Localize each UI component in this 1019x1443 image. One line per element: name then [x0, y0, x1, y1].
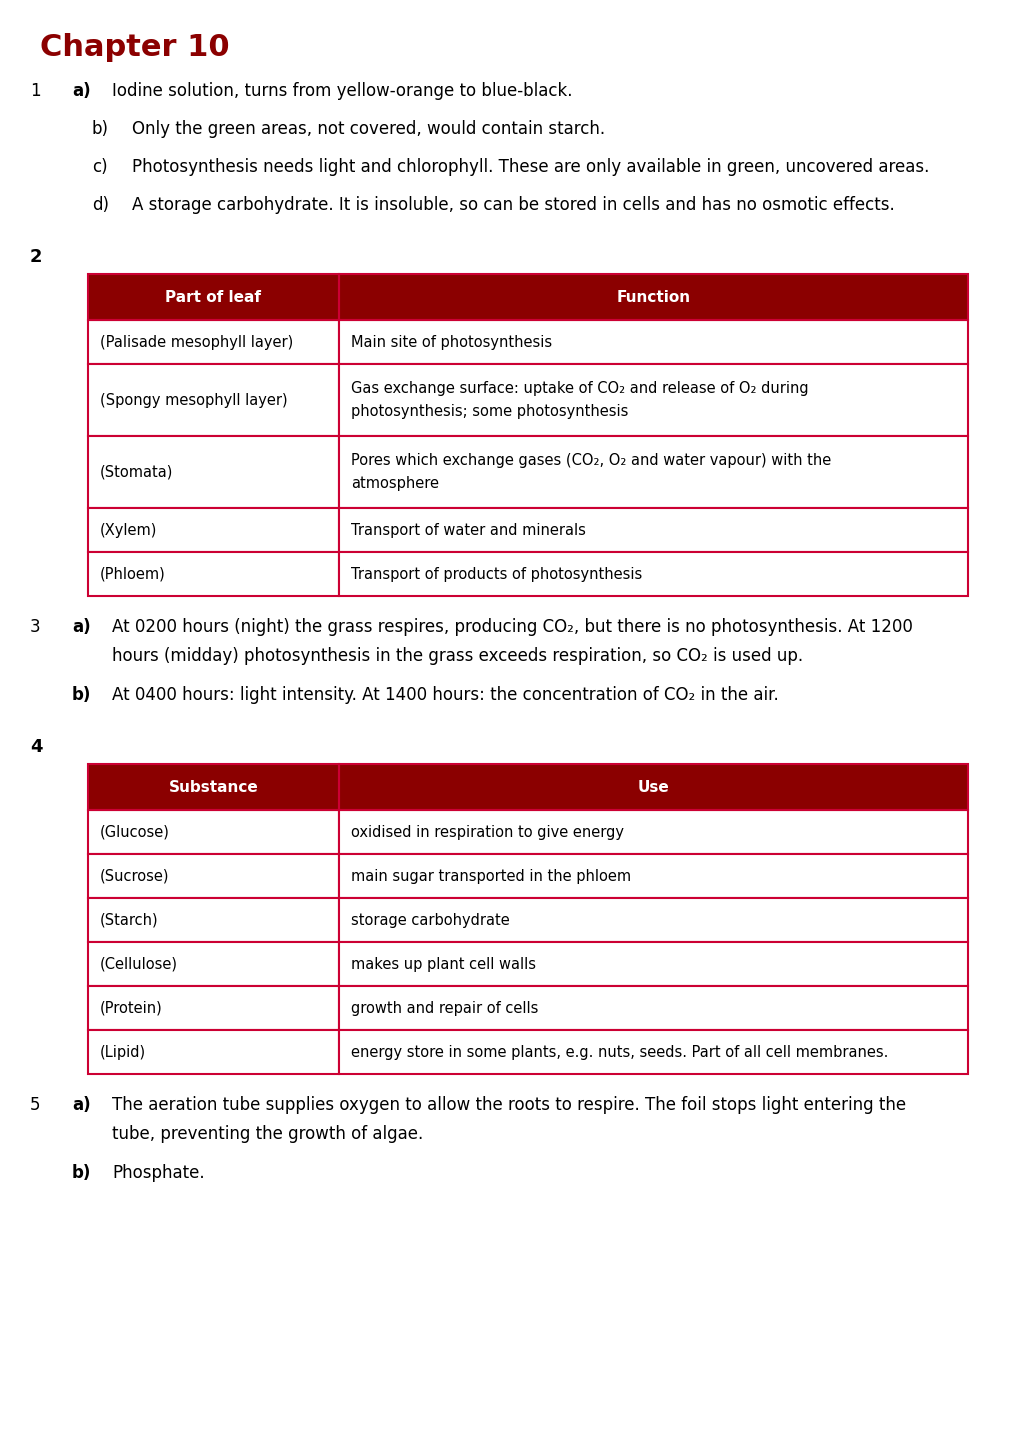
Bar	[338, 898, 967, 942]
Text: b): b)	[72, 685, 92, 704]
Text: Transport of products of photosynthesis: Transport of products of photosynthesis	[351, 567, 641, 582]
Text: 4: 4	[30, 737, 43, 756]
Bar	[88, 274, 338, 320]
Bar	[338, 274, 967, 320]
Text: (Xylem): (Xylem)	[100, 522, 157, 537]
Text: At 0400 hours: light intensity. At 1400 hours: the concentration of CO₂ in the a: At 0400 hours: light intensity. At 1400 …	[112, 685, 777, 704]
Bar	[338, 763, 967, 810]
Bar	[88, 810, 338, 854]
Text: b): b)	[72, 1165, 92, 1182]
Text: The aeration tube supplies oxygen to allow the roots to respire. The foil stops : The aeration tube supplies oxygen to all…	[112, 1097, 905, 1143]
Text: a): a)	[72, 82, 91, 100]
Bar	[88, 898, 338, 942]
Bar	[338, 436, 967, 508]
Text: growth and repair of cells: growth and repair of cells	[351, 1000, 538, 1016]
Text: c): c)	[92, 157, 108, 176]
Text: (Cellulose): (Cellulose)	[100, 957, 178, 971]
Bar	[88, 854, 338, 898]
Text: Function: Function	[615, 290, 690, 304]
Text: Phosphate.: Phosphate.	[112, 1165, 205, 1182]
Text: (Spongy mesophyll layer): (Spongy mesophyll layer)	[100, 392, 287, 407]
Text: Only the green areas, not covered, would contain starch.: Only the green areas, not covered, would…	[131, 120, 604, 139]
Text: 1: 1	[30, 82, 41, 100]
Text: a): a)	[72, 1097, 91, 1114]
Bar	[338, 553, 967, 596]
Text: (Stomata): (Stomata)	[100, 465, 173, 479]
Bar	[88, 320, 338, 364]
Bar	[338, 320, 967, 364]
Text: d): d)	[92, 196, 109, 214]
Bar	[88, 274, 338, 320]
Bar	[338, 274, 967, 320]
Bar	[88, 986, 338, 1030]
Bar	[88, 942, 338, 986]
Text: 2: 2	[30, 248, 43, 266]
Text: Pores which exchange gases (CO₂, O₂ and water vapour) with the
atmosphere: Pores which exchange gases (CO₂, O₂ and …	[351, 453, 830, 491]
Bar	[88, 364, 338, 436]
Bar	[88, 1030, 338, 1074]
Bar	[338, 986, 967, 1030]
Text: 3: 3	[30, 618, 41, 636]
Text: oxidised in respiration to give energy: oxidised in respiration to give energy	[351, 824, 624, 840]
Bar	[338, 763, 967, 810]
Text: (Protein): (Protein)	[100, 1000, 163, 1016]
Text: Chapter 10: Chapter 10	[40, 33, 229, 62]
Bar	[88, 553, 338, 596]
Text: Use: Use	[637, 779, 668, 795]
Bar	[88, 436, 338, 508]
Bar	[338, 364, 967, 436]
Text: Transport of water and minerals: Transport of water and minerals	[351, 522, 585, 537]
Text: Gas exchange surface: uptake of CO₂ and release of O₂ during
photosynthesis; som: Gas exchange surface: uptake of CO₂ and …	[351, 381, 808, 418]
Text: energy store in some plants, e.g. nuts, seeds. Part of all cell membranes.: energy store in some plants, e.g. nuts, …	[351, 1045, 888, 1059]
Text: (Starch): (Starch)	[100, 912, 159, 928]
Text: (Phloem): (Phloem)	[100, 567, 166, 582]
Text: Substance: Substance	[168, 779, 258, 795]
Text: (Lipid): (Lipid)	[100, 1045, 146, 1059]
Text: a): a)	[72, 618, 91, 636]
Bar	[88, 763, 338, 810]
Bar	[338, 1030, 967, 1074]
Text: Iodine solution, turns from yellow-orange to blue-black.: Iodine solution, turns from yellow-orang…	[112, 82, 572, 100]
Text: A storage carbohydrate. It is insoluble, so can be stored in cells and has no os: A storage carbohydrate. It is insoluble,…	[131, 196, 894, 214]
Bar	[338, 942, 967, 986]
Text: makes up plant cell walls: makes up plant cell walls	[351, 957, 535, 971]
Text: (Palisade mesophyll layer): (Palisade mesophyll layer)	[100, 335, 293, 349]
Text: Main site of photosynthesis: Main site of photosynthesis	[351, 335, 551, 349]
Text: (Glucose): (Glucose)	[100, 824, 170, 840]
Text: Photosynthesis needs light and chlorophyll. These are only available in green, u: Photosynthesis needs light and chlorophy…	[131, 157, 928, 176]
Bar	[88, 508, 338, 553]
Bar	[88, 763, 338, 810]
Bar	[338, 854, 967, 898]
Text: (Sucrose): (Sucrose)	[100, 869, 169, 883]
Bar	[338, 508, 967, 553]
Text: 5: 5	[30, 1097, 41, 1114]
Bar	[338, 810, 967, 854]
Text: b): b)	[92, 120, 109, 139]
Text: main sugar transported in the phloem: main sugar transported in the phloem	[351, 869, 631, 883]
Text: storage carbohydrate: storage carbohydrate	[351, 912, 510, 928]
Text: At 0200 hours (night) the grass respires, producing CO₂, but there is no photosy: At 0200 hours (night) the grass respires…	[112, 618, 912, 665]
Text: Part of leaf: Part of leaf	[165, 290, 261, 304]
